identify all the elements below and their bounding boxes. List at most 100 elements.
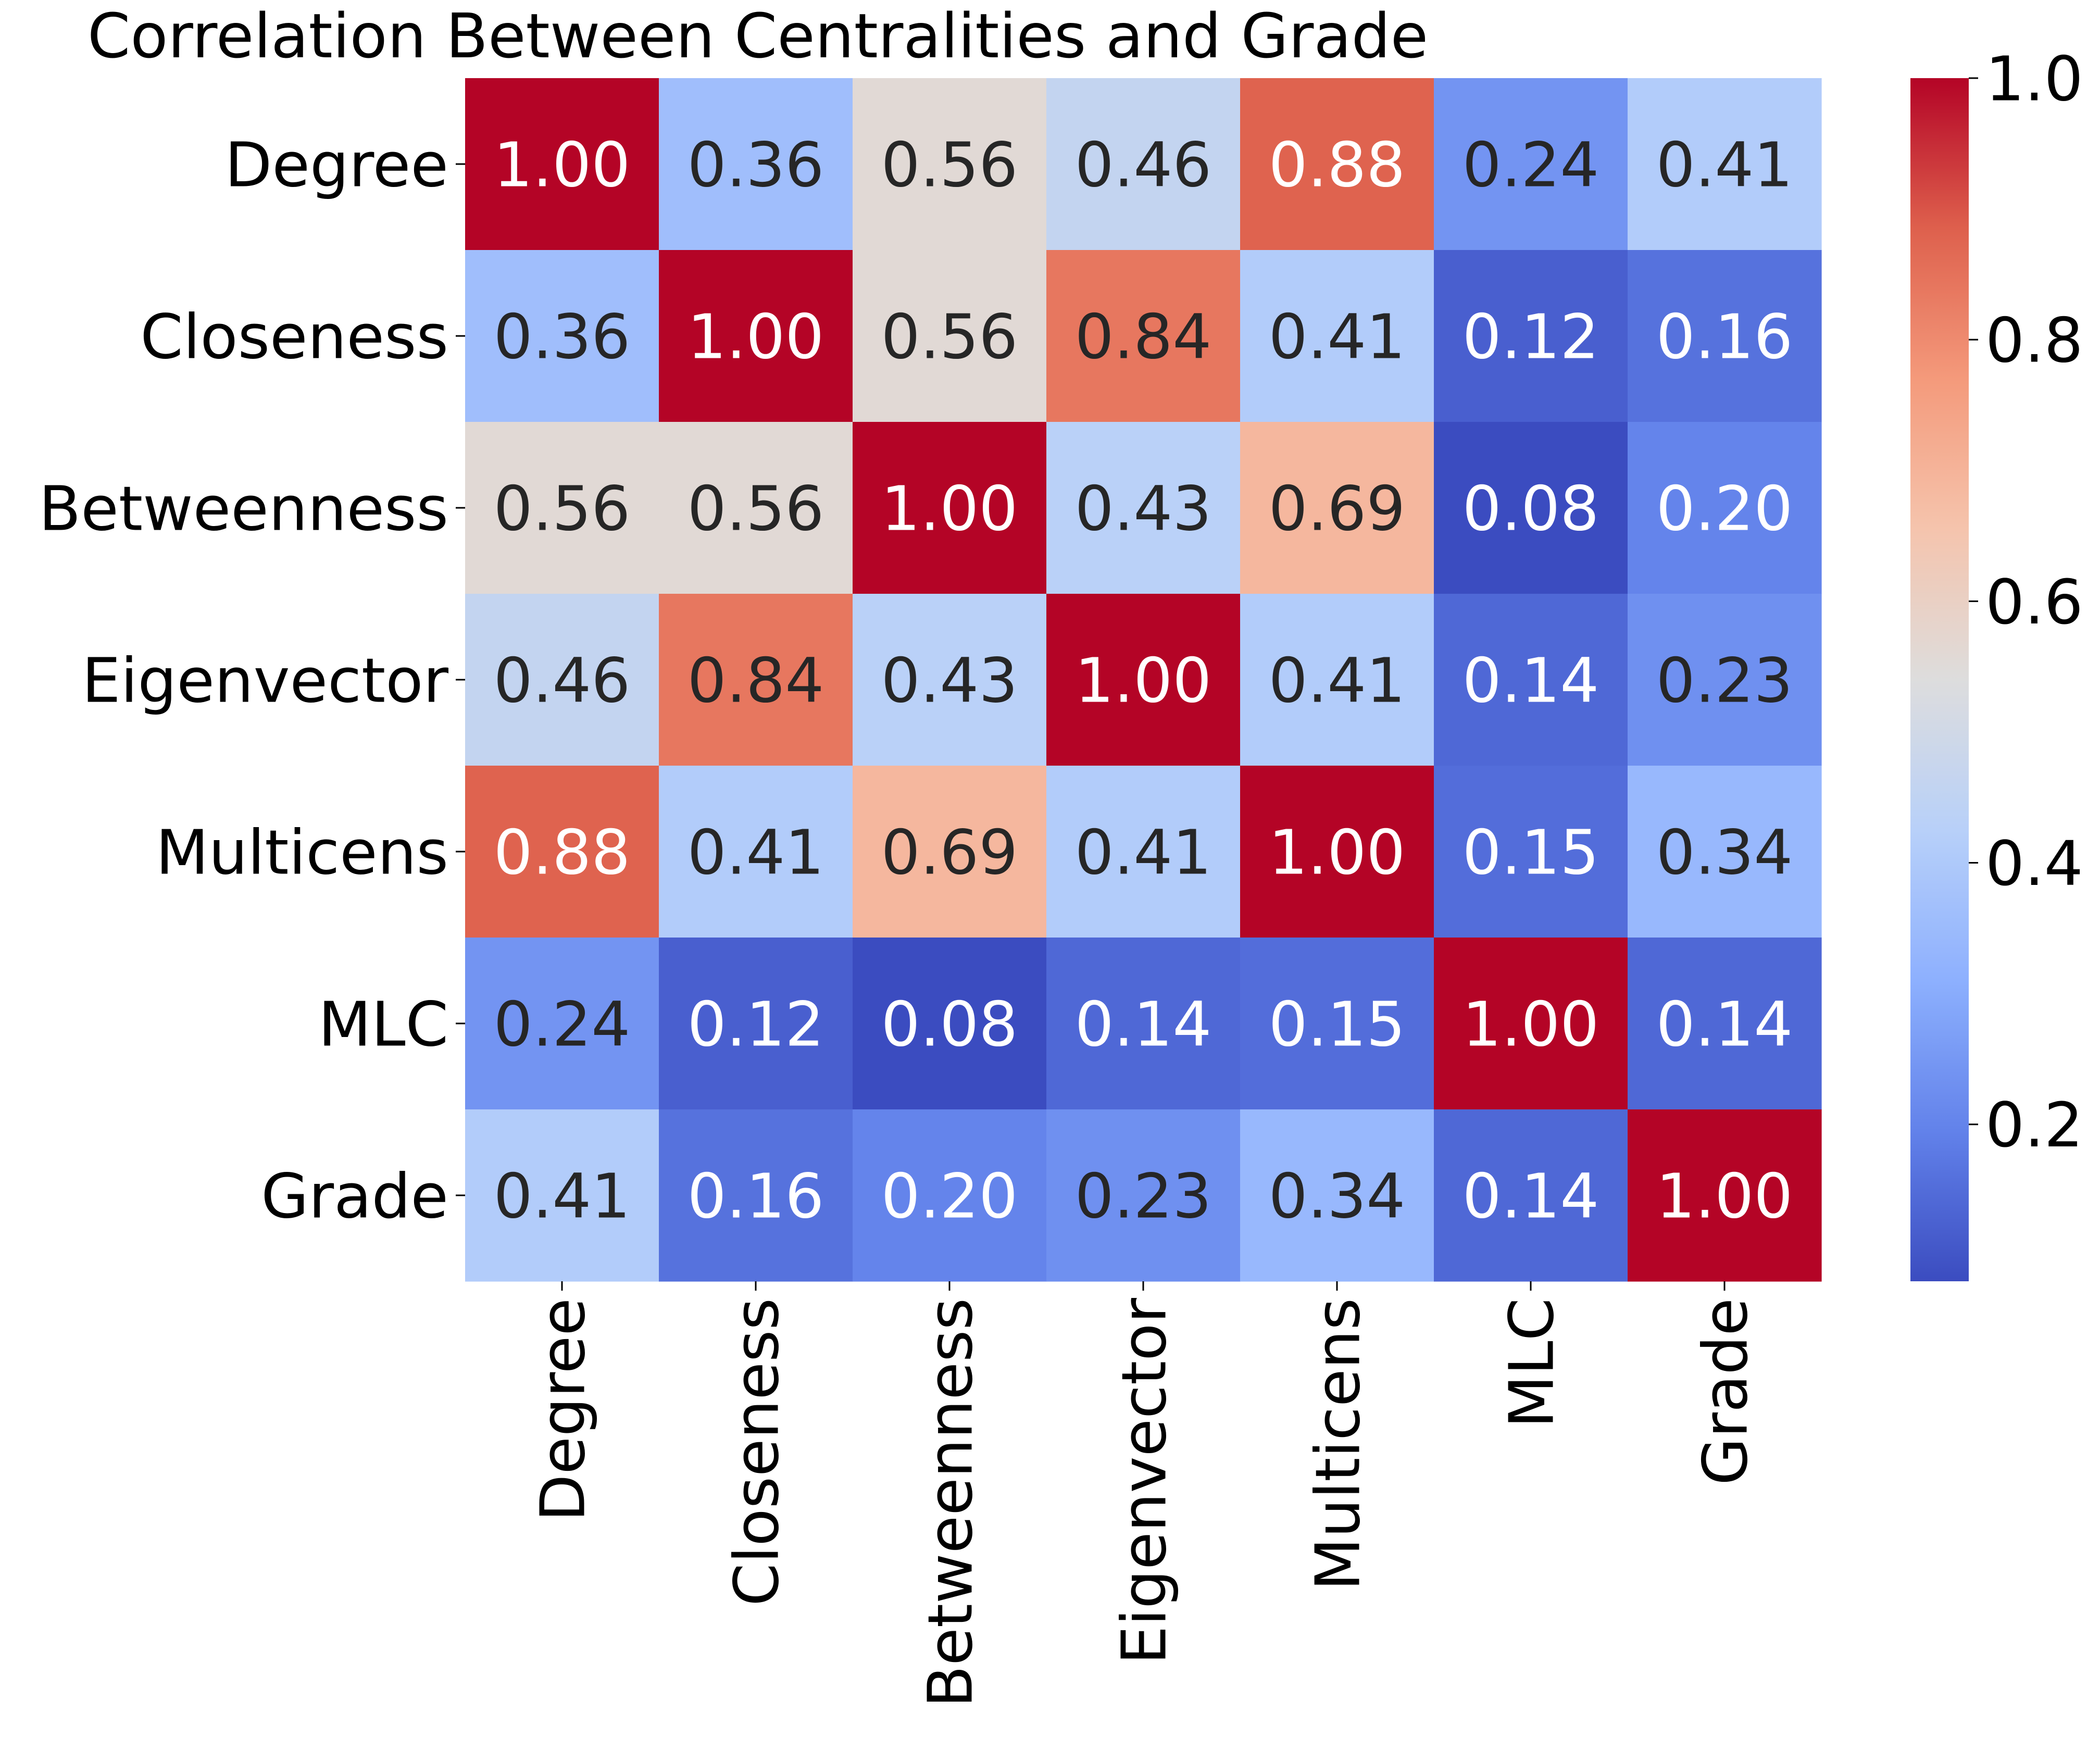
x-tick-label-5: MLC [1495,1298,1567,1428]
heatmap-cell-3-1 [659,594,853,766]
cell-label-6-5: 0.14 [1462,1160,1599,1232]
heatmap-cell-1-6 [1628,250,1822,422]
heatmap-cell-5-0 [465,938,659,1110]
heatmap-cell-5-4 [1240,938,1434,1110]
heatmap-cell-6-3 [1046,1109,1241,1282]
cell-label-6-6: 1.00 [1656,1160,1793,1232]
heatmap-cell-4-0 [465,766,659,938]
heatmap-cell-3-2 [853,594,1047,766]
cell-label-3-2: 0.43 [881,644,1018,716]
cell-label-5-5: 1.00 [1462,988,1599,1060]
heatmap-cell-6-6 [1628,1109,1822,1282]
heatmap-cell-4-3 [1046,766,1241,938]
cell-label-2-0: 0.56 [494,472,631,544]
cell-label-2-1: 0.56 [688,472,824,544]
heatmap-cell-6-0 [465,1109,659,1282]
x-tick-label-2: Betweenness [914,1298,986,1708]
y-axis: Degree Closeness Betweenness Eigenvector Mul… [39,129,465,1232]
colorbar-tick-label-1: 0.4 [1985,828,2083,900]
y-tick-label-0: Degree [225,129,448,201]
cell-label-2-4: 0.69 [1269,472,1406,544]
heatmap-cell-6-2 [853,1109,1047,1282]
heatmap-cell-3-5 [1434,594,1628,766]
cell-label-2-2: 1.00 [881,472,1018,544]
heatmap-cell-3-4 [1240,594,1434,766]
cell-label-0-1: 0.36 [688,129,824,201]
heatmap-cell-1-1 [659,250,853,422]
heatmap-cell-0-3 [1046,78,1241,251]
x-axis: Degree Closeness Betweenness Eigenvector Mul… [527,1281,1761,1708]
cell-label-2-5: 0.08 [1462,472,1599,544]
cell-label-5-2: 0.08 [881,988,1018,1060]
x-tick-label-1: Closeness [720,1298,792,1606]
colorbar-tick-label-2: 0.6 [1985,566,2083,638]
heatmap-cell-2-5 [1434,422,1628,594]
cell-label-0-0: 1.00 [494,129,631,201]
cell-label-6-3: 0.23 [1075,1160,1212,1232]
heatmap-cell-0-4 [1240,78,1434,251]
heatmap-cell-2-1 [659,422,853,594]
cell-label-0-2: 0.56 [881,129,1018,201]
cell-label-0-4: 0.88 [1269,129,1406,201]
heatmap-cells [465,78,1822,1282]
y-tick-label-6: Grade [261,1160,448,1232]
cell-label-2-6: 0.20 [1656,472,1793,544]
cell-label-5-4: 0.15 [1269,988,1406,1060]
cell-label-1-3: 0.84 [1075,301,1212,372]
cell-label-6-1: 0.16 [688,1160,824,1232]
x-tick-label-4: Multicens [1302,1298,1373,1591]
cell-label-1-2: 0.56 [881,301,1018,372]
heatmap-cell-3-6 [1628,594,1822,766]
heatmap-cell-6-1 [659,1109,853,1282]
heatmap-cell-6-5 [1434,1109,1628,1282]
cell-label-0-3: 0.46 [1075,129,1212,201]
colorbar-tick-label-4: 1.0 [1985,43,2083,115]
cell-label-3-5: 0.14 [1462,644,1599,716]
cell-label-6-2: 0.20 [881,1160,1018,1232]
heatmap-cell-0-5 [1434,78,1628,251]
heatmap-cell-2-4 [1240,422,1434,594]
heatmap-cell-5-1 [659,938,853,1110]
colorbar: 0.2 0.4 0.6 0.8 1.0 [1910,43,2083,1281]
cell-label-4-4: 1.00 [1269,816,1406,888]
cell-label-4-5: 0.15 [1462,816,1599,888]
x-tick-label-6: Grade [1689,1298,1761,1485]
cell-label-5-0: 0.24 [494,988,631,1060]
cell-label-5-1: 0.12 [688,988,824,1060]
heatmap-cell-2-0 [465,422,659,594]
cell-label-4-1: 0.41 [688,816,824,888]
cell-label-1-1: 1.00 [688,301,824,372]
heatmap-cell-5-3 [1046,938,1241,1110]
colorbar-gradient [1910,78,1969,1281]
heatmap-cell-0-1 [659,78,853,251]
y-tick-label-1: Closeness [140,301,448,372]
colorbar-tick-label-0: 0.2 [1985,1089,2083,1161]
heatmap-cell-1-0 [465,250,659,422]
chart-title: Correlation Between Centralities and Gra… [88,0,1428,72]
heatmap-cell-3-3 [1046,594,1241,766]
heatmap-cell-1-4 [1240,250,1434,422]
x-tick-label-3: Eigenvector [1108,1298,1180,1665]
heatmap-annotations: 1.00 0.36 0.56 0.46 0.88 0.24 0.41 0.36 1.00 0.56… [494,129,1793,1232]
heatmap-cell-5-6 [1628,938,1822,1110]
heatmap-cell-2-2 [853,422,1047,594]
y-tick-label-3: Eigenvector [82,644,448,716]
heatmap-cell-4-4 [1240,766,1434,938]
cell-label-4-2: 0.69 [881,816,1018,888]
cell-label-6-0: 0.41 [494,1160,631,1232]
cell-label-1-0: 0.36 [494,301,631,372]
cell-label-1-6: 0.16 [1656,301,1793,372]
heatmap-cell-6-4 [1240,1109,1434,1282]
y-tick-label-4: Multicens [156,816,448,888]
heatmap-cell-0-0 [465,78,659,251]
cell-label-3-4: 0.41 [1269,644,1406,716]
cell-label-1-5: 0.12 [1462,301,1599,372]
heatmap-cell-5-2 [853,938,1047,1110]
heatmap-cell-1-2 [853,250,1047,422]
x-tick-label-0: Degree [527,1298,598,1521]
cell-label-2-3: 0.43 [1075,472,1212,544]
cell-label-3-3: 1.00 [1075,644,1212,716]
heatmap-cell-2-3 [1046,422,1241,594]
heatmap-cell-3-0 [465,594,659,766]
